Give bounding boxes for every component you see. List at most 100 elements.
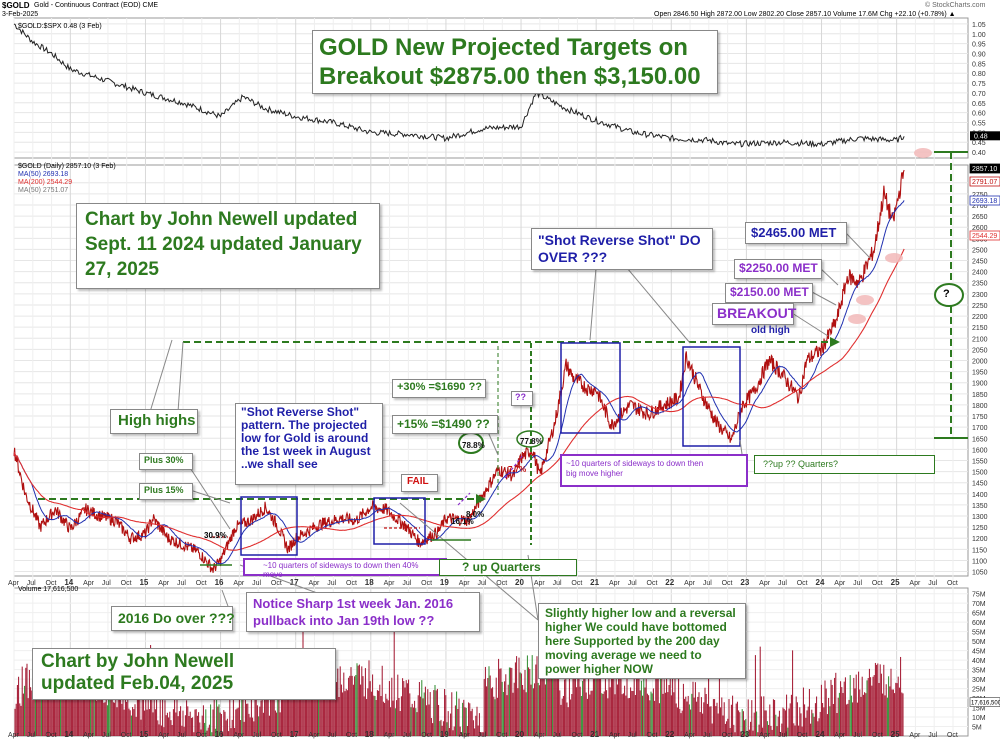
purple-dash-1	[457, 492, 471, 506]
price-tick-label: 1450	[972, 481, 988, 488]
ratio-tick-label: 0.80	[972, 71, 986, 78]
pct-77-8: 77.8%	[520, 437, 543, 446]
price-tick-label: 2600	[972, 225, 988, 232]
x-tick-label: Oct	[947, 580, 958, 587]
price-tick-label: 1400	[972, 492, 988, 499]
x-tick-label: Apr	[459, 580, 471, 587]
volume-tick-label: 25M	[972, 687, 986, 694]
x-tick-label-bottom: Jul	[778, 732, 787, 739]
price-tick-label: 2400	[972, 270, 988, 277]
plus30-a-box: Plus 30%	[139, 453, 193, 470]
x-tick-label: Oct	[872, 580, 883, 587]
axis-labels: 0.400.450.500.550.600.650.700.750.800.85…	[8, 22, 1000, 739]
x-tick-label-bottom: 21	[590, 730, 599, 739]
volume-tick-label: 75M	[972, 592, 986, 599]
plus15-b-box: +15% =$1490 ??	[392, 415, 498, 434]
price-tick-label: 2100	[972, 336, 988, 343]
x-tick-label-bottom: Jul	[477, 732, 486, 739]
price-tick-label: 1800	[972, 403, 988, 410]
question-marks-text: ??	[515, 392, 526, 402]
target-question: ?	[943, 288, 950, 300]
ratio-legend: $GOLD:$SPX 0.48 (3 Feb)	[18, 23, 102, 30]
x-tick-label-bottom: Apr	[158, 732, 170, 739]
price-tick-label: 2200	[972, 314, 988, 321]
ratio-tick-label: 0.45	[972, 140, 986, 147]
x-tick-label: Apr	[158, 580, 170, 587]
x-tick-label: Oct	[571, 580, 582, 587]
price-tick-label: 1750	[972, 414, 988, 421]
x-tick-label: Oct	[647, 580, 658, 587]
x-tick-label: Apr	[233, 580, 245, 587]
x-tick-label: Apr	[83, 580, 95, 587]
price-tick-label: 1850	[972, 392, 988, 399]
x-tick-label-bottom: Jul	[553, 732, 562, 739]
volume-tick-label: 70M	[972, 601, 986, 608]
x-tick-label-bottom: Oct	[571, 732, 582, 739]
x-tick-label: 21	[590, 578, 599, 587]
x-tick-label-bottom: Oct	[421, 732, 432, 739]
x-tick-label-bottom: Jul	[177, 732, 186, 739]
last-value-label: 2693.18	[972, 198, 997, 205]
x-tick-label-bottom: 15	[139, 730, 148, 739]
x-tick-label-bottom: Apr	[308, 732, 320, 739]
ten-quarters-b-text: ~10 quarters of sideways to down then bi…	[566, 459, 704, 478]
price-tick-label: 2150	[972, 325, 988, 332]
x-tick-label: Apr	[384, 580, 396, 587]
x-tick-label-bottom: Oct	[647, 732, 658, 739]
callout-line-1	[177, 341, 184, 413]
callout-line-4	[844, 231, 871, 259]
ten-quarters-a-box: ~10 quarters of sideways to down then 40…	[243, 558, 447, 579]
chart-date: 3-Feb-2025	[2, 11, 39, 18]
x-tick-label-bottom: Oct	[196, 732, 207, 739]
price-tick-label: 2300	[972, 292, 988, 299]
srs-do-over-text: "Shot Reverse Shot" DO OVER ???	[538, 232, 701, 265]
ratio-tick-label: 0.55	[972, 121, 986, 128]
price-tick-label: 1300	[972, 514, 988, 521]
pattern-box-4	[682, 346, 741, 447]
x-tick-label: Apr	[308, 580, 320, 587]
price-legend-1: MA(50) 2693.18	[18, 171, 69, 178]
x-tick-label: Jul	[327, 580, 336, 587]
breakout-text: BREAKOUT	[717, 305, 797, 321]
price-tick-label: 1150	[972, 547, 987, 554]
x-tick-label: Oct	[271, 580, 282, 587]
volume-tick-label: 45M	[972, 649, 986, 656]
x-tick-label: Oct	[346, 580, 357, 587]
price-tick-label: 2000	[972, 359, 988, 366]
plus15-a-box: Plus 15%	[139, 483, 193, 500]
x-tick-label-bottom: 25	[891, 730, 900, 739]
x-tick-label: Jul	[252, 580, 261, 587]
price-tick-label: 1100	[972, 558, 987, 565]
ratio-tick-label: 0.95	[972, 42, 986, 49]
callout-line-5	[819, 267, 839, 286]
x-tick-label: 18	[365, 578, 374, 587]
price-tick-label: 2500	[972, 247, 988, 254]
x-tick-label: Jul	[778, 580, 787, 587]
plus15-a-text: Plus 15%	[144, 485, 184, 495]
x-tick-label: Apr	[534, 580, 546, 587]
x-tick-label: 14	[64, 578, 73, 587]
x-tick-label-bottom: Apr	[459, 732, 471, 739]
pct-7-7: 7.7%	[508, 465, 527, 474]
slightly-higher-box: Slightly higher low and a reversal highe…	[538, 603, 746, 679]
up-quarters-a-text: ? up Quarters	[462, 560, 541, 574]
price-tick-label: 2350	[972, 281, 988, 288]
volume-tick-label: 50M	[972, 639, 986, 646]
price-tick-label: 1050	[972, 570, 988, 577]
volume-tick-label: 35M	[972, 668, 986, 675]
met-2250-box: $2250.00 MET	[734, 259, 822, 279]
x-tick-label: Oct	[196, 580, 207, 587]
x-tick-label-bottom: Oct	[46, 732, 57, 739]
x-tick-label: Apr	[834, 580, 846, 587]
notice-2016-text: Notice Sharp 1st week Jan. 2016 pullback…	[253, 596, 454, 628]
x-tick-label: Oct	[421, 580, 432, 587]
fail-box: FAIL	[401, 474, 438, 492]
x-tick-label: 20	[515, 578, 524, 587]
ratio-last-label: 0.48	[974, 133, 988, 140]
x-tick-label: Jul	[477, 580, 486, 587]
met-2465-text: $2465.00 MET	[751, 225, 837, 240]
question-marks-box: ??	[511, 391, 533, 406]
author-bottom-box: Chart by John Newell updated Feb.04, 202…	[32, 648, 336, 700]
slightly-higher-text: Slightly higher low and a reversal highe…	[545, 606, 736, 676]
volume-last-box	[969, 697, 1000, 707]
